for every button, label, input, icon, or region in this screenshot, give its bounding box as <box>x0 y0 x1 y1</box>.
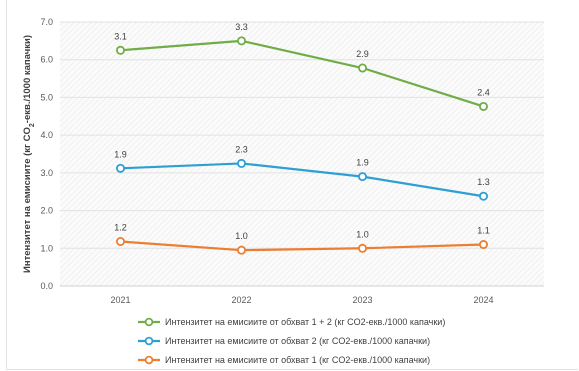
data-point <box>357 172 367 182</box>
data-point <box>116 45 126 55</box>
y-tick-label: 2.0 <box>40 206 53 216</box>
data-point <box>357 63 367 73</box>
data-point <box>236 245 246 255</box>
data-label: 2.3 <box>235 144 248 154</box>
legend-label: Интензитет на емисиите от обхват 2 (кг C… <box>165 336 430 346</box>
x-tick-label: 2021 <box>110 295 130 305</box>
data-point <box>116 236 126 246</box>
data-label: 1.0 <box>235 231 248 241</box>
data-point <box>236 158 246 168</box>
legend-item: Интензитет на емисиите от обхват 1 + 2 (… <box>138 317 445 327</box>
plot-area <box>60 22 544 286</box>
data-label: 1.1 <box>477 226 490 236</box>
legend-label: Интензитет на емисиите от обхват 1 + 2 (… <box>165 317 445 327</box>
data-label: 2.4 <box>477 87 490 97</box>
data-label: 1.9 <box>114 149 127 159</box>
y-tick-label: 0.0 <box>40 281 53 291</box>
y-tick-label: 3.0 <box>40 168 53 178</box>
data-point <box>478 191 488 201</box>
x-tick-label: 2024 <box>473 295 493 305</box>
data-point <box>116 163 126 173</box>
series-line <box>120 39 484 108</box>
legend-swatch-marker <box>144 355 154 365</box>
chart-frame <box>6 0 578 370</box>
y-tick-label: 1.0 <box>40 243 53 253</box>
data-point <box>478 240 488 250</box>
legend-swatch-marker <box>144 336 154 346</box>
y-tick-label: 5.0 <box>40 92 53 102</box>
data-label: 1.3 <box>477 177 490 187</box>
series-line <box>120 240 484 252</box>
data-label: 3.3 <box>235 22 248 32</box>
y-tick-label: 4.0 <box>40 130 53 140</box>
data-label: 1.9 <box>356 158 369 168</box>
y-axis-label: Интензитет на емисиите (кг CO2-екв./1000… <box>22 35 36 273</box>
legend-swatch-marker <box>144 317 154 327</box>
y-tick-label: 7.0 <box>40 17 53 27</box>
data-label: 1.2 <box>114 222 127 232</box>
data-label: 3.1 <box>114 31 127 41</box>
data-label: 1.0 <box>356 229 369 239</box>
data-point <box>236 36 246 46</box>
legend-label: Интензитет на емисиите от обхват 1 (кг C… <box>165 355 430 365</box>
data-point <box>478 101 488 111</box>
y-tick-label: 6.0 <box>40 55 53 65</box>
x-tick-label: 2022 <box>231 295 251 305</box>
legend-item: Интензитет на емисиите от обхват 1 (кг C… <box>138 355 430 365</box>
x-tick-label: 2023 <box>352 295 372 305</box>
data-point <box>357 243 367 253</box>
series-line <box>120 162 484 198</box>
legend-item: Интензитет на емисиите от обхват 2 (кг C… <box>138 336 430 346</box>
data-label: 2.9 <box>356 49 369 59</box>
